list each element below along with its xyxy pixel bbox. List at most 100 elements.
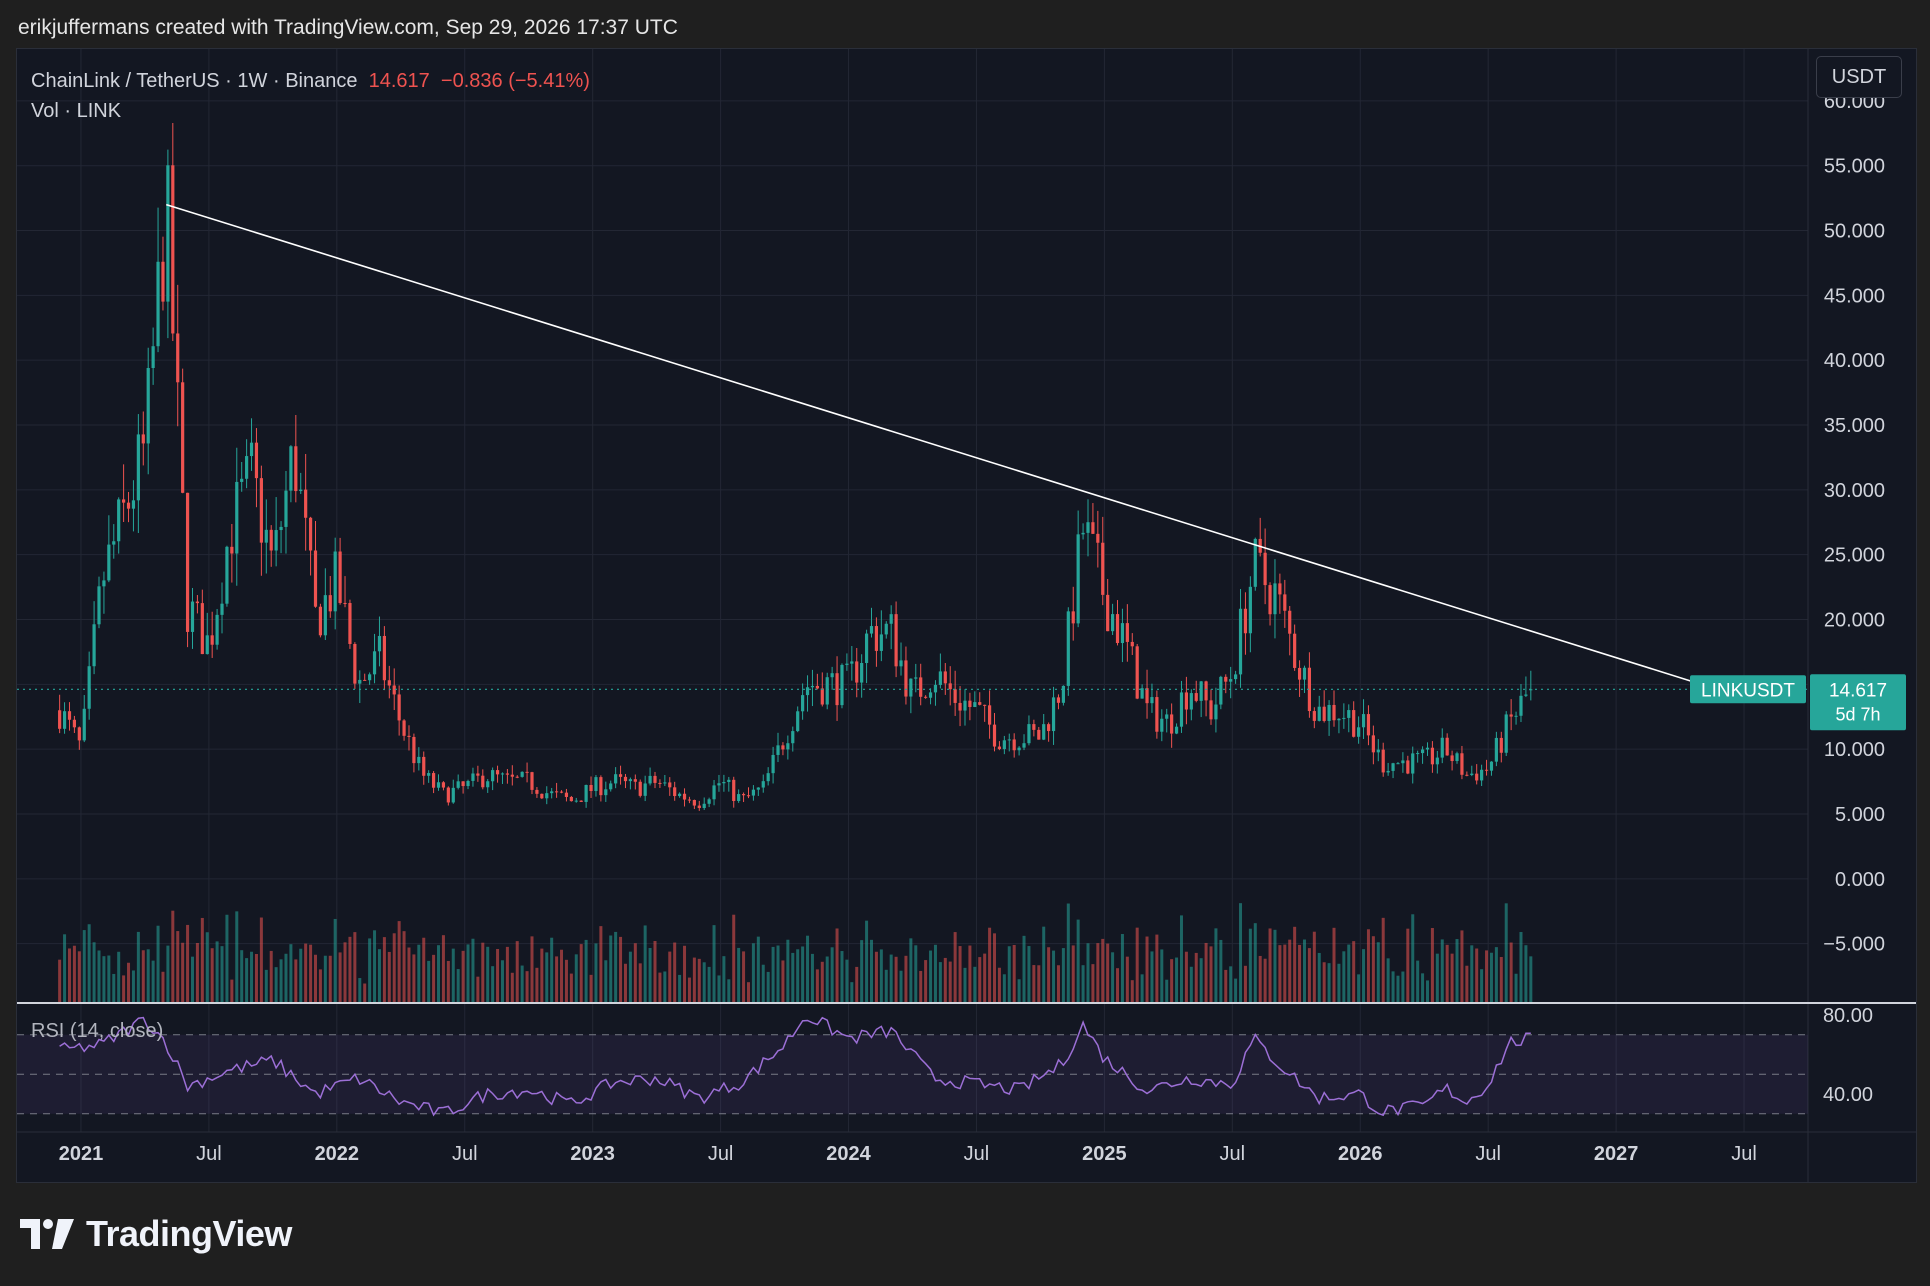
candle-body[interactable] xyxy=(781,745,785,750)
candle-body[interactable] xyxy=(62,711,67,729)
candle-body[interactable] xyxy=(850,661,854,664)
candle-body[interactable] xyxy=(471,773,475,781)
volume-legend[interactable]: Vol · LINK xyxy=(31,100,122,122)
candle-body[interactable] xyxy=(254,442,259,479)
currency-unit-button[interactable]: USDT xyxy=(1816,56,1902,98)
candle-body[interactable] xyxy=(1401,760,1405,764)
candle-body[interactable] xyxy=(801,695,805,712)
candle-body[interactable] xyxy=(1032,724,1036,730)
candle-body[interactable] xyxy=(1061,685,1065,703)
candle-body[interactable] xyxy=(495,770,500,775)
candle-body[interactable] xyxy=(1416,753,1420,755)
candle-body[interactable] xyxy=(1465,774,1469,776)
candle-body[interactable] xyxy=(958,702,962,711)
candle-body[interactable] xyxy=(264,529,268,543)
candle-body[interactable] xyxy=(953,689,957,703)
candle-body[interactable] xyxy=(259,478,263,543)
candle-body[interactable] xyxy=(1411,753,1415,774)
candle-body[interactable] xyxy=(1450,755,1454,762)
candle-body[interactable] xyxy=(845,663,849,665)
candle-body[interactable] xyxy=(323,595,327,636)
candle-body[interactable] xyxy=(1042,724,1046,740)
candle-body[interactable] xyxy=(1263,552,1267,586)
candle-body[interactable] xyxy=(136,434,140,501)
candle-body[interactable] xyxy=(122,499,126,503)
candle-body[interactable] xyxy=(240,478,244,482)
candle-body[interactable] xyxy=(377,635,382,652)
candle-body[interactable] xyxy=(87,666,91,709)
candle-body[interactable] xyxy=(805,687,810,696)
candle-body[interactable] xyxy=(1155,697,1159,732)
candle-body[interactable] xyxy=(1288,610,1292,634)
candle-body[interactable] xyxy=(589,784,593,791)
candle-body[interactable] xyxy=(1312,711,1316,721)
candle-body[interactable] xyxy=(289,446,293,491)
candle-body[interactable] xyxy=(1130,641,1134,647)
candle-body[interactable] xyxy=(510,774,514,777)
tradingview-logo[interactable]: TradingView xyxy=(20,1213,292,1255)
candle-body[interactable] xyxy=(673,787,677,797)
candle-body[interactable] xyxy=(746,795,751,797)
candle-body[interactable] xyxy=(574,800,578,802)
price-chart[interactable]: 60.00055.00050.00045.00040.00035.00030.0… xyxy=(17,49,1916,1182)
candle-body[interactable] xyxy=(1347,710,1351,718)
candle-body[interactable] xyxy=(333,551,337,612)
candle-body[interactable] xyxy=(308,517,313,551)
candle-body[interactable] xyxy=(879,634,883,651)
candle-body[interactable] xyxy=(653,775,657,783)
candle-body[interactable] xyxy=(1140,688,1144,699)
candle-body[interactable] xyxy=(476,773,480,776)
candle-body[interactable] xyxy=(505,773,509,775)
candle-body[interactable] xyxy=(751,789,756,796)
candle-body[interactable] xyxy=(1209,700,1213,720)
trendline[interactable] xyxy=(166,203,1702,686)
candle-body[interactable] xyxy=(1022,743,1026,748)
candle-body[interactable] xyxy=(919,677,923,697)
symbol-name[interactable]: ChainLink / TetherUS xyxy=(31,70,220,92)
candle-body[interactable] xyxy=(633,779,637,782)
candle-body[interactable] xyxy=(338,551,342,603)
candle-body[interactable] xyxy=(1440,737,1444,758)
candle-body[interactable] xyxy=(928,692,933,698)
candle-body[interactable] xyxy=(938,671,942,685)
candle-body[interactable] xyxy=(599,777,603,796)
candle-body[interactable] xyxy=(1494,737,1498,762)
candle-body[interactable] xyxy=(431,773,436,788)
candle-body[interactable] xyxy=(117,499,121,542)
candle-body[interactable] xyxy=(594,777,598,791)
candle-body[interactable] xyxy=(1293,633,1297,668)
candle-body[interactable] xyxy=(230,546,234,554)
candle-body[interactable] xyxy=(1027,724,1031,744)
candle-body[interactable] xyxy=(987,705,992,725)
candle-body[interactable] xyxy=(363,679,367,681)
candle-body[interactable] xyxy=(500,773,505,775)
candle-body[interactable] xyxy=(648,775,652,784)
candle-body[interactable] xyxy=(702,803,706,809)
candle-body[interactable] xyxy=(112,541,116,545)
candle-body[interactable] xyxy=(869,626,874,634)
candle-body[interactable] xyxy=(1470,773,1474,775)
candle-body[interactable] xyxy=(741,794,746,796)
candle-body[interactable] xyxy=(1455,753,1459,762)
candle-body[interactable] xyxy=(1278,583,1282,595)
candle-body[interactable] xyxy=(166,165,170,302)
candle-body[interactable] xyxy=(884,623,888,635)
candle-body[interactable] xyxy=(614,774,618,784)
candle-body[interactable] xyxy=(1106,594,1110,632)
candle-body[interactable] xyxy=(973,702,977,707)
candle-body[interactable] xyxy=(638,781,642,796)
candle-body[interactable] xyxy=(776,745,780,755)
candle-body[interactable] xyxy=(1509,714,1513,717)
candle-body[interactable] xyxy=(623,776,628,782)
candle-body[interactable] xyxy=(1081,532,1085,535)
candle-body[interactable] xyxy=(530,772,534,790)
candle-body[interactable] xyxy=(1283,594,1287,611)
candle-body[interactable] xyxy=(1110,614,1115,632)
candle-body[interactable] xyxy=(978,702,982,705)
candle-body[interactable] xyxy=(1056,697,1061,703)
candle-body[interactable] xyxy=(1376,749,1380,753)
candle-body[interactable] xyxy=(397,694,401,721)
candle-body[interactable] xyxy=(358,679,362,684)
candle-body[interactable] xyxy=(1219,676,1223,705)
candle-body[interactable] xyxy=(107,544,111,581)
